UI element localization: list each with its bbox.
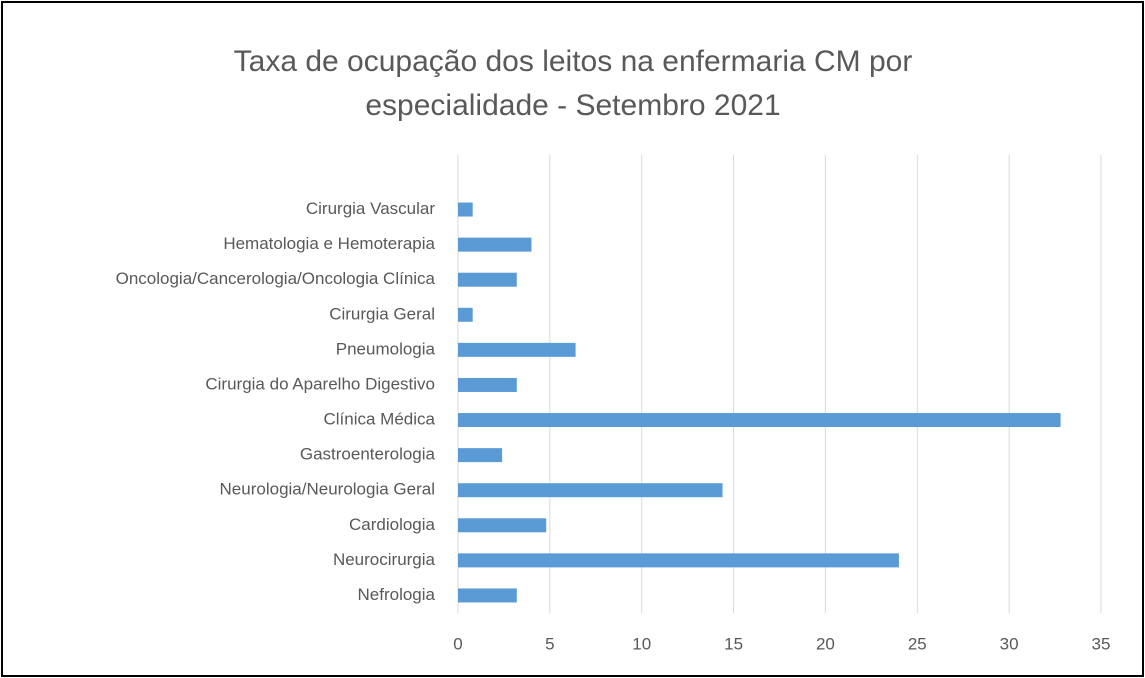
- bar: [458, 413, 1061, 428]
- x-tick-label: 10: [632, 634, 651, 653]
- y-tick-label: Cirurgia Geral: [329, 304, 435, 323]
- bar: [458, 272, 517, 287]
- y-tick-label: Neurologia/Neurologia Geral: [220, 480, 435, 499]
- bar: [458, 377, 517, 392]
- bar: [458, 448, 503, 463]
- x-tick-label: 5: [545, 634, 554, 653]
- bar: [458, 588, 517, 603]
- y-tick-label: Pneumologia: [336, 339, 436, 358]
- x-tick-label: 35: [1092, 634, 1111, 653]
- x-tick-label: 0: [453, 634, 462, 653]
- bar: [458, 483, 723, 498]
- y-tick-label: Nefrologia: [358, 585, 436, 604]
- bar: [458, 307, 473, 322]
- bar: [458, 237, 532, 252]
- y-tick-label: Clínica Médica: [324, 410, 436, 429]
- y-tick-label: Cardiologia: [349, 515, 436, 534]
- x-tick-label: 15: [724, 634, 743, 653]
- y-tick-label: Oncologia/Cancerologia/Oncologia Clínica: [116, 269, 436, 288]
- bar: [458, 553, 899, 568]
- bar: [458, 342, 576, 357]
- y-tick-label: Neurocirurgia: [333, 550, 436, 569]
- x-tick-label: 25: [908, 634, 927, 653]
- chart-title: Taxa de ocupação dos leitos na enfermari…: [233, 45, 913, 122]
- y-tick-label: Cirurgia do Aparelho Digestivo: [205, 374, 435, 393]
- bar: [458, 518, 547, 533]
- y-tick-label: Cirurgia Vascular: [306, 199, 435, 218]
- x-tick-label: 30: [1000, 634, 1019, 653]
- x-tick-label: 20: [816, 634, 835, 653]
- y-tick-label: Gastroenterologia: [300, 445, 436, 464]
- bar: [458, 202, 473, 217]
- y-tick-label: Hematologia e Hemoterapia: [223, 234, 435, 253]
